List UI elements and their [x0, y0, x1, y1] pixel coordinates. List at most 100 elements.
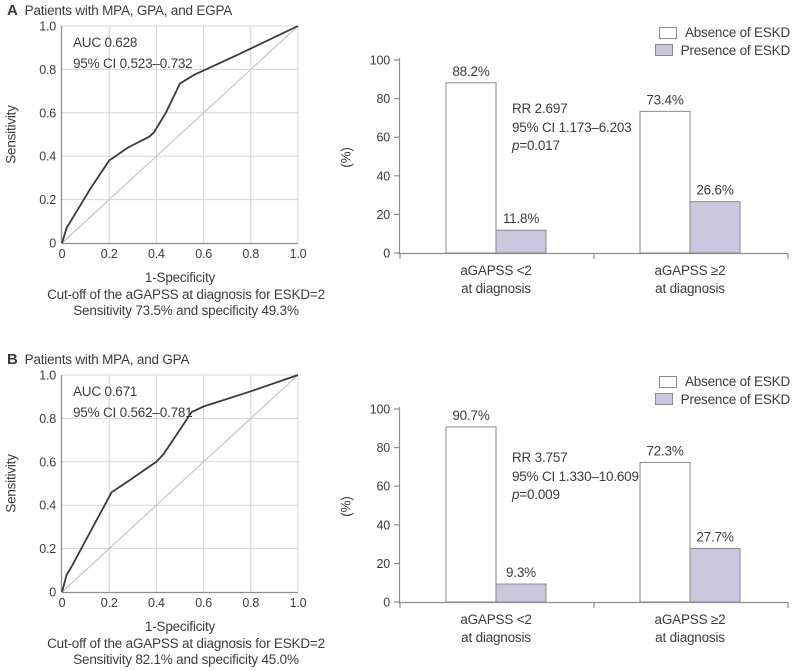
x-tick-label: 0.6 — [195, 247, 212, 261]
rr-ci: 95% CI 1.330–10.609 — [512, 468, 639, 484]
bar-value-label: 11.8% — [503, 211, 539, 226]
auc-value: AUC 0.671 — [73, 384, 138, 399]
bar — [445, 426, 497, 603]
legend-item-absence: Absence of ESKD — [655, 24, 790, 42]
x-tick-label: 0.4 — [148, 247, 165, 261]
bar-chart-b: 0 20 40 60 80 100 90.7% 72.3% 9.3% 27.7% Absence … — [330, 349, 792, 671]
bar — [639, 110, 691, 254]
y-tick-label: 60 — [376, 131, 390, 145]
category-label-ge2-a: aGAPSS ≥2 at diagnosis — [654, 263, 726, 296]
x-tick-label: 0 — [59, 596, 66, 610]
y-tick-label: 1.0 — [39, 369, 56, 383]
roc-curve — [61, 374, 299, 593]
caption-cutoff: Cut-off of the aGAPSS at diagnosis for E… — [47, 287, 325, 302]
x-tick-label: 0.6 — [195, 596, 212, 610]
x-tick-label: 1.0 — [290, 596, 307, 610]
auc-ci: 95% CI 0.523–0.732 — [73, 55, 193, 71]
rr-value: RR 3.757 — [512, 450, 568, 465]
rr-ci: 95% CI 1.173–6.203 — [512, 119, 632, 135]
legend-item-presence: Presence of ESKD — [654, 42, 791, 60]
caption-sensitivity: Sensitivity 73.5% and specificity 49.3% — [73, 303, 299, 318]
auc-value: AUC 0.628 — [73, 35, 138, 50]
reference-diagonal — [61, 374, 299, 593]
legend-item-presence: Presence of ESKD — [654, 391, 791, 409]
stat-annotation-b: RR 3.757 95% CI 1.330–10.609 p=0.009 — [512, 449, 639, 505]
y-tick-label: 0 — [383, 247, 390, 261]
legend-label-presence: Presence of ESKD — [680, 42, 791, 58]
y-tick-label: 0.4 — [39, 150, 56, 164]
bar-value-label: 88.2% — [452, 64, 489, 79]
p-value: p=0.017 — [512, 138, 560, 153]
roc-curve — [61, 25, 299, 244]
y-tick-label: 0 — [49, 237, 56, 251]
bar-value-label: 9.3% — [506, 565, 536, 580]
stat-annotation-a: RR 2.697 95% CI 1.173–6.203 p=0.017 — [512, 100, 632, 156]
bar — [445, 82, 497, 254]
x-tick-label: 0.2 — [101, 596, 118, 610]
x-tick-label: 1.0 — [290, 247, 307, 261]
x-axis-label-a: 1-Specificity — [144, 270, 216, 285]
y-tick-label: 0 — [49, 586, 56, 600]
panel-a-title: Patients with MPA, GPA, and EGPA — [24, 3, 233, 18]
roc-plot-svg-b: 0 0.2 0.4 0.6 0.8 1.0 0 0.2 0.4 0.6 0.8 1.0 — [39, 369, 307, 611]
bar — [689, 201, 741, 254]
bar-plot-svg-a: 0 20 40 60 80 100 88.2% 73.4% 11.8% 26.6% — [370, 54, 789, 261]
rr-value: RR 2.697 — [512, 101, 568, 116]
x-tick-label: 0.8 — [242, 596, 259, 610]
y-tick-label: 0.2 — [39, 542, 56, 556]
bar — [689, 548, 741, 603]
bar-plot-svg-b: 0 20 40 60 80 100 90.7% 72.3% 9.3% 27.7% — [370, 403, 789, 610]
bar-value-label: 27.7% — [696, 530, 733, 545]
panel-a-header: A Patients with MPA, GPA, and EGPA — [7, 2, 232, 19]
bar-value-label: 26.6% — [696, 183, 733, 198]
legend-label-presence: Presence of ESKD — [680, 391, 791, 407]
auc-annotation-b: AUC 0.671 95% CI 0.562–0.781 — [73, 382, 193, 423]
legend-b: Absence of ESKD Presence of ESKD — [654, 373, 791, 409]
roc-caption-a: Cut-off of the aGAPSS at diagnosis for E… — [0, 287, 372, 319]
auc-annotation-a: AUC 0.628 95% CI 0.523–0.732 — [73, 33, 193, 74]
legend-label-absence: Absence of ESKD — [684, 374, 790, 390]
y-tick-label: 0.2 — [39, 193, 56, 207]
bar-value-label: 72.3% — [646, 443, 683, 458]
x-tick-label: 0.2 — [101, 247, 118, 261]
caption-sensitivity: Sensitivity 82.1% and specificity 45.0% — [73, 652, 299, 667]
y-tick-label: 80 — [376, 441, 390, 455]
y-tick-label: 1.0 — [39, 20, 56, 34]
caption-cutoff: Cut-off of the aGAPSS at diagnosis for E… — [47, 636, 325, 651]
legend-item-absence: Absence of ESKD — [655, 373, 790, 391]
y-tick-label: 20 — [376, 557, 390, 571]
reference-diagonal — [61, 25, 299, 244]
legend-swatch-absence — [658, 26, 677, 39]
auc-ci: 95% CI 0.562–0.781 — [73, 404, 193, 420]
legend-label-absence: Absence of ESKD — [684, 25, 790, 41]
panel-a-label: A — [7, 2, 18, 19]
bar-value-label: 90.7% — [452, 408, 489, 423]
x-tick-label: 0.8 — [242, 247, 259, 261]
panel-b-header: B Patients with MPA, and GPA — [7, 351, 189, 368]
y-axis-label-a: Sensitivity — [3, 105, 19, 164]
y-tick-label: 40 — [376, 518, 390, 532]
y-tick-label: 20 — [376, 208, 390, 222]
y-tick-label: 0.6 — [39, 106, 56, 120]
bar-value-label: 73.4% — [646, 92, 683, 107]
y-tick-label: 60 — [376, 480, 390, 494]
y-axis-label-b: Sensitivity — [3, 454, 19, 513]
bar — [495, 583, 547, 603]
y-tick-label: 100 — [370, 54, 391, 68]
panel-a: A Patients with MPA, GPA, and EGPA 0 0.2 0.… — [0, 0, 792, 322]
legend-swatch-absence — [658, 375, 677, 388]
x-tick-label: 0 — [59, 247, 66, 261]
legend-swatch-presence — [654, 44, 673, 57]
panel-b: B Patients with MPA, and GPA 0 0.2 0.4 0.6 0.… — [0, 349, 792, 671]
p-value: p=0.009 — [512, 487, 560, 502]
bar — [639, 461, 691, 603]
bar — [495, 229, 547, 254]
y-tick-label: 0 — [383, 596, 390, 610]
y-tick-label: 0.8 — [39, 412, 56, 426]
y-tick-label: 0.6 — [39, 455, 56, 469]
y-tick-label: 0.4 — [39, 499, 56, 513]
percent-axis-label-a: (%) — [338, 147, 354, 168]
legend-swatch-presence — [654, 393, 673, 406]
category-label-lt2-b: aGAPSS <2 at diagnosis — [460, 612, 532, 645]
